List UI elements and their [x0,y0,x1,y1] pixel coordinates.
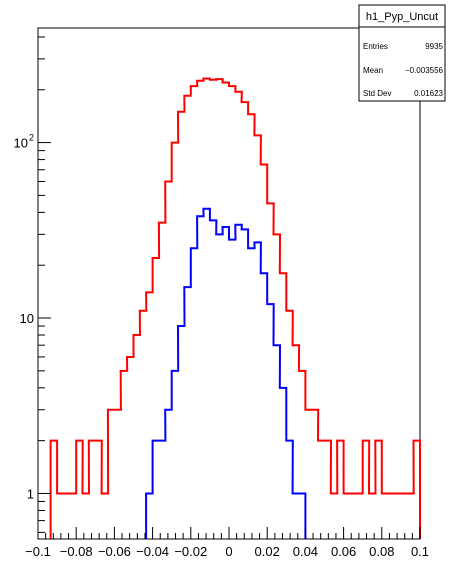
y-tick-label: 10 [20,311,34,326]
stats-box: h1_Pyp_Uncut Entries 9935 Mean −0.003556… [358,4,446,102]
x-tick-label: 0.1 [411,544,429,559]
stats-stddev-label: Std Dev [363,89,391,98]
stats-entries-value: 9935 [425,42,443,51]
x-tick-label: −0.1 [25,544,51,559]
x-tick-label: −0.06 [98,544,131,559]
x-tick-label: 0 [225,544,232,559]
x-tick-label: 0.06 [331,544,356,559]
y-tick-label: 1 [27,486,34,501]
x-tick-label: −0.08 [60,544,93,559]
stats-stddev-value: 0.01623 [414,89,443,98]
stats-mean-label: Mean [363,66,383,75]
x-tick-label: 0.04 [293,544,318,559]
x-tick-label: −0.04 [136,544,169,559]
stats-box-title: h1_Pyp_Uncut [366,11,438,23]
y-tick-exponent: 2 [29,133,34,143]
y-tick-label: 10 [14,136,28,151]
stats-mean-value: −0.003556 [405,66,444,75]
histogram-series-1 [145,207,307,539]
x-tick-label: −0.02 [174,544,207,559]
series-layer [49,77,421,539]
x-tick-label: 0.08 [369,544,394,559]
x-tick-label: 0.02 [255,544,280,559]
x-axis: −0.1 −0.08 −0.06 −0.04 −0.02 0 0.02 0.04 0.06 0.0… [25,527,429,559]
histogram-series-0 [49,77,421,539]
stats-entries-label: Entries [363,42,388,51]
